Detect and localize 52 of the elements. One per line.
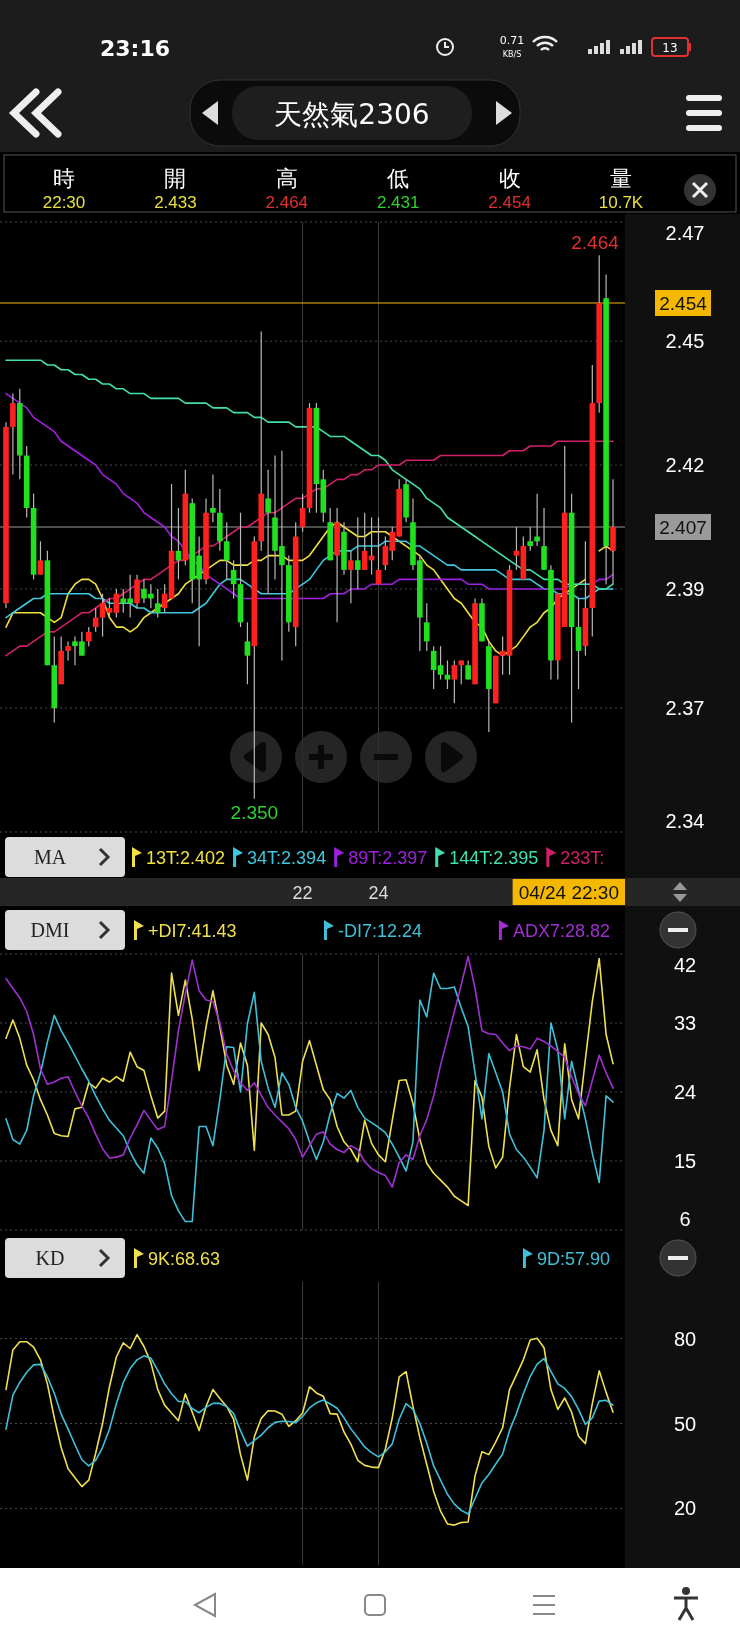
ref-line-label: 2.407: [659, 517, 707, 538]
x-tick-label: 22: [292, 883, 313, 903]
legend-title: KD: [35, 1247, 65, 1269]
legend-label: -DI7:12.24: [337, 921, 423, 941]
legend-label: ADX7:28.82: [512, 921, 610, 941]
legend-title: DMI: [30, 919, 70, 941]
text: KB/S: [502, 50, 522, 59]
text: 04/24 22:30: [518, 882, 619, 903]
text: 天然氣2306: [274, 98, 430, 131]
y-tick-label: 24: [673, 1081, 697, 1103]
category-label: 低: [387, 166, 410, 191]
text: 2.454: [488, 193, 531, 212]
legend-label: 9K:68.63: [148, 1249, 221, 1269]
text: 23:16: [99, 36, 171, 61]
text: 22:30: [42, 193, 86, 212]
legend-label: 233T:: [560, 848, 605, 868]
y-tick-label: 20: [673, 1497, 697, 1520]
y-tick-label: 2.37: [665, 697, 705, 720]
y-tick-label: 80: [673, 1327, 697, 1350]
text: 2.431: [376, 193, 420, 212]
legend-title: MA: [33, 846, 67, 868]
category-label: 時: [53, 166, 75, 191]
y-tick-label: 15: [673, 1150, 697, 1172]
y-tick-label: 2.39: [665, 577, 705, 600]
category-label: 開: [164, 166, 187, 191]
legend-label: +DI7:41.43: [148, 921, 237, 941]
text: 10.7K: [598, 193, 644, 212]
ref-line-label: 2.454: [659, 293, 708, 315]
annotation: 2.464: [571, 232, 620, 254]
y-tick-label: 33: [673, 1012, 697, 1034]
category-label: 量: [610, 166, 632, 191]
y-tick-label: 2.42: [665, 454, 705, 477]
line-series: [5, 1355, 614, 1515]
legend-label: 9D:57.90: [536, 1249, 610, 1269]
annotation: 2.350: [230, 801, 279, 823]
legend-label: 144T:2.395: [449, 848, 539, 868]
y-tick-label: 2.45: [665, 330, 705, 353]
category-label: 高: [275, 166, 298, 191]
legend-label: 13T:2.402: [146, 848, 226, 868]
y-tick-label: 2.34: [665, 810, 705, 832]
text: 2.433: [154, 193, 197, 212]
y-tick-label: 50: [673, 1412, 697, 1435]
y-tick-label: 2.47: [665, 222, 705, 244]
text: 0.71: [499, 34, 525, 47]
y-tick-label: 42: [673, 954, 697, 976]
legend-label: 89T:2.397: [348, 848, 428, 868]
text: 2.464: [265, 193, 309, 212]
y-tick-label: 6: [679, 1208, 691, 1230]
legend-label: 34T:2.394: [247, 848, 327, 868]
category-label: 收: [498, 166, 521, 191]
text: 13: [662, 41, 678, 55]
line-series: [5, 1333, 614, 1526]
